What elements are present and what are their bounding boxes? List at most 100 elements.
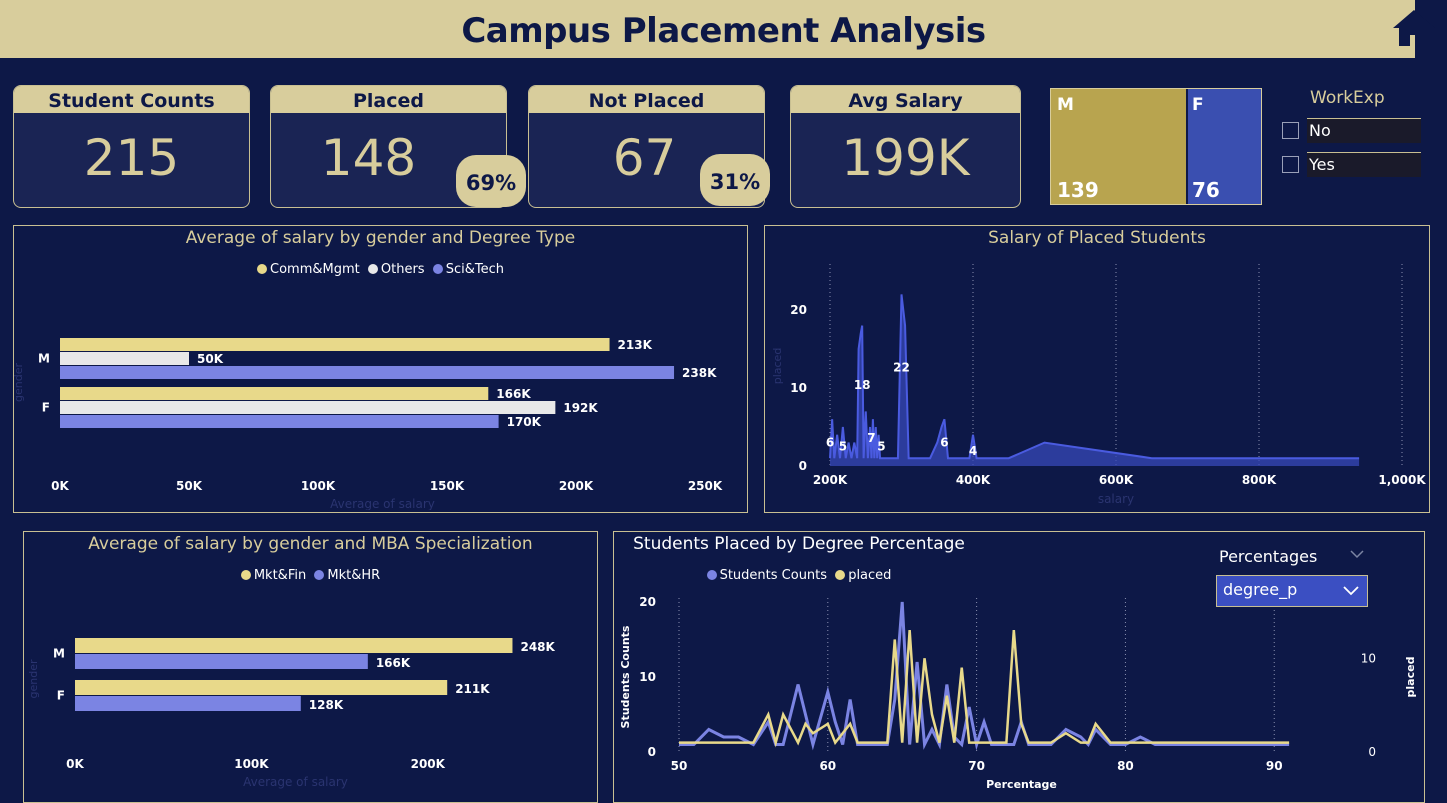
series-line xyxy=(679,630,1290,748)
chart-title: Salary of Placed Students xyxy=(988,228,1206,248)
x-tick-label: 400K xyxy=(956,473,991,487)
treemap-label: M xyxy=(1057,95,1074,115)
category-label: F xyxy=(42,401,50,415)
x-axis-label: salary xyxy=(1098,492,1134,506)
kpi-student-counts: Student Counts 215 xyxy=(13,85,250,208)
data-label: 18 xyxy=(854,378,871,392)
y-axis-label: gender xyxy=(14,363,25,402)
workexp-no-checkbox[interactable] xyxy=(1282,122,1299,139)
treemap-value: 139 xyxy=(1057,178,1099,202)
y-tick-label: 20 xyxy=(639,595,656,609)
legend-item-mkthr[interactable]: Mkt&HR xyxy=(314,568,380,583)
treemap-cell-female[interactable]: F 76 xyxy=(1188,89,1261,204)
kpi-value: 148 xyxy=(320,129,417,187)
x-tick-label: 80 xyxy=(1117,759,1134,773)
home-icon[interactable] xyxy=(1391,8,1437,48)
bar xyxy=(60,387,489,400)
bar xyxy=(60,401,556,414)
kpi-value: 67 xyxy=(612,129,677,187)
data-label: 166K xyxy=(496,387,531,401)
y-axis-label: placed xyxy=(771,348,784,385)
workexp-no-label[interactable]: No xyxy=(1307,118,1421,143)
treemap-cell-male[interactable]: M 139 xyxy=(1051,89,1186,204)
data-label: 166K xyxy=(376,656,411,670)
legend-label: Mkt&HR xyxy=(327,568,381,583)
x-axis-label: Percentage xyxy=(986,778,1057,791)
x-tick-label: 100K xyxy=(301,479,336,493)
bar xyxy=(75,680,448,695)
workexp-yes-checkbox[interactable] xyxy=(1282,156,1299,173)
legend-label: Others xyxy=(380,262,425,277)
placed-percent-badge: 69% xyxy=(456,155,526,207)
degree-type-bar-chart: 0K 50K 100K 150K 200K 250K Average of salary ge… xyxy=(14,338,723,510)
data-label: 4 xyxy=(969,444,977,458)
data-label: 22 xyxy=(893,361,910,375)
chevron-down-icon[interactable] xyxy=(1350,549,1364,559)
x-tick-label: 0K xyxy=(66,757,84,771)
legend-item-others[interactable]: Others xyxy=(367,262,425,277)
bar xyxy=(75,654,368,669)
legend-item-scitech[interactable]: Sci&Tech xyxy=(432,262,504,277)
x-tick-label: 800K xyxy=(1242,473,1277,487)
legend-item-comm[interactable]: Comm&Mgmt xyxy=(257,262,360,277)
treemap-label: F xyxy=(1192,95,1204,115)
x-tick-label: 250K xyxy=(688,479,723,493)
legend-item-placed[interactable]: placed xyxy=(835,568,891,583)
y-axis-label: gender xyxy=(27,659,40,698)
legend-label: Comm&Mgmt xyxy=(270,262,360,277)
legend-item-mktfin[interactable]: Mkt&Fin xyxy=(240,568,307,583)
y-axis-label: Students Counts xyxy=(619,625,632,728)
legend-label: Mkt&Fin xyxy=(253,568,307,583)
x-tick-label: 200K xyxy=(559,479,594,493)
salary-area-chart-panel: Salary of Placed Students 200K 400K 600K 80… xyxy=(764,225,1430,513)
bar xyxy=(60,352,189,365)
degree-pct-line-chart: 50 60 70 80 90 0 10 20 0 10 Percentage Students Cou… xyxy=(619,595,1417,791)
x-tick-label: 150K xyxy=(430,479,465,493)
kpi-label: Placed xyxy=(271,86,506,113)
legend-item-students-counts[interactable]: Students Counts xyxy=(706,568,827,583)
x-tick-label: 50 xyxy=(671,759,688,773)
kpi-placed: Placed 148 xyxy=(270,85,507,208)
chart-legend: Comm&Mgmt Others Sci&Tech xyxy=(14,262,747,277)
x-tick-label: 0K xyxy=(51,479,69,493)
percentages-dropdown[interactable]: degree_p xyxy=(1216,575,1368,607)
chart-title: Students Placed by Degree Percentage xyxy=(633,534,965,554)
x-tick-label: 200K xyxy=(813,473,848,487)
x-tick-label: 50K xyxy=(176,479,203,493)
y2-tick-label: 10 xyxy=(1361,651,1376,665)
y-tick-label: 0 xyxy=(648,745,656,759)
bar xyxy=(75,696,301,711)
data-label: 170K xyxy=(507,415,542,429)
data-label: 128K xyxy=(309,698,344,712)
x-axis-label: Average of salary xyxy=(243,775,348,789)
kpi-label: Not Placed xyxy=(529,86,764,113)
workexp-slicer-title: WorkExp xyxy=(1310,88,1385,108)
y-tick-label: 10 xyxy=(790,381,807,395)
salary-area-chart: 200K 400K 600K 800K 1,000K 0 10 20 salary placed 6… xyxy=(771,264,1426,506)
chart-legend: Students Counts placed xyxy=(394,568,1204,583)
data-label: 5 xyxy=(839,440,847,454)
category-label: F xyxy=(57,689,65,703)
gender-treemap[interactable]: M 139 F 76 xyxy=(1050,88,1262,205)
treemap-value: 76 xyxy=(1192,178,1220,202)
bar xyxy=(60,415,499,428)
percentages-slicer-title: Percentages xyxy=(1219,547,1318,566)
category-label: M xyxy=(53,647,65,661)
page-title: Campus Placement Analysis xyxy=(461,11,986,51)
legend-label: placed xyxy=(848,568,892,583)
chart-title: Average of salary by gender and MBA Spec… xyxy=(88,534,533,554)
area-fill xyxy=(830,294,1360,466)
area-line xyxy=(829,294,1360,460)
kpi-avg-salary: Avg Salary 199K xyxy=(790,85,1021,208)
chart-title: Average of salary by gender and Degree T… xyxy=(185,228,576,248)
kpi-label: Avg Salary xyxy=(791,86,1020,113)
data-label: 7 xyxy=(867,431,875,445)
data-label: 213K xyxy=(618,338,653,352)
bar xyxy=(75,638,513,653)
not-placed-percent-badge: 31% xyxy=(700,154,770,206)
kpi-value: 199K xyxy=(841,129,970,187)
workexp-yes-label[interactable]: Yes xyxy=(1307,152,1421,177)
kpi-label: Student Counts xyxy=(14,86,249,113)
bar xyxy=(60,338,610,351)
kpi-value: 215 xyxy=(83,129,180,187)
